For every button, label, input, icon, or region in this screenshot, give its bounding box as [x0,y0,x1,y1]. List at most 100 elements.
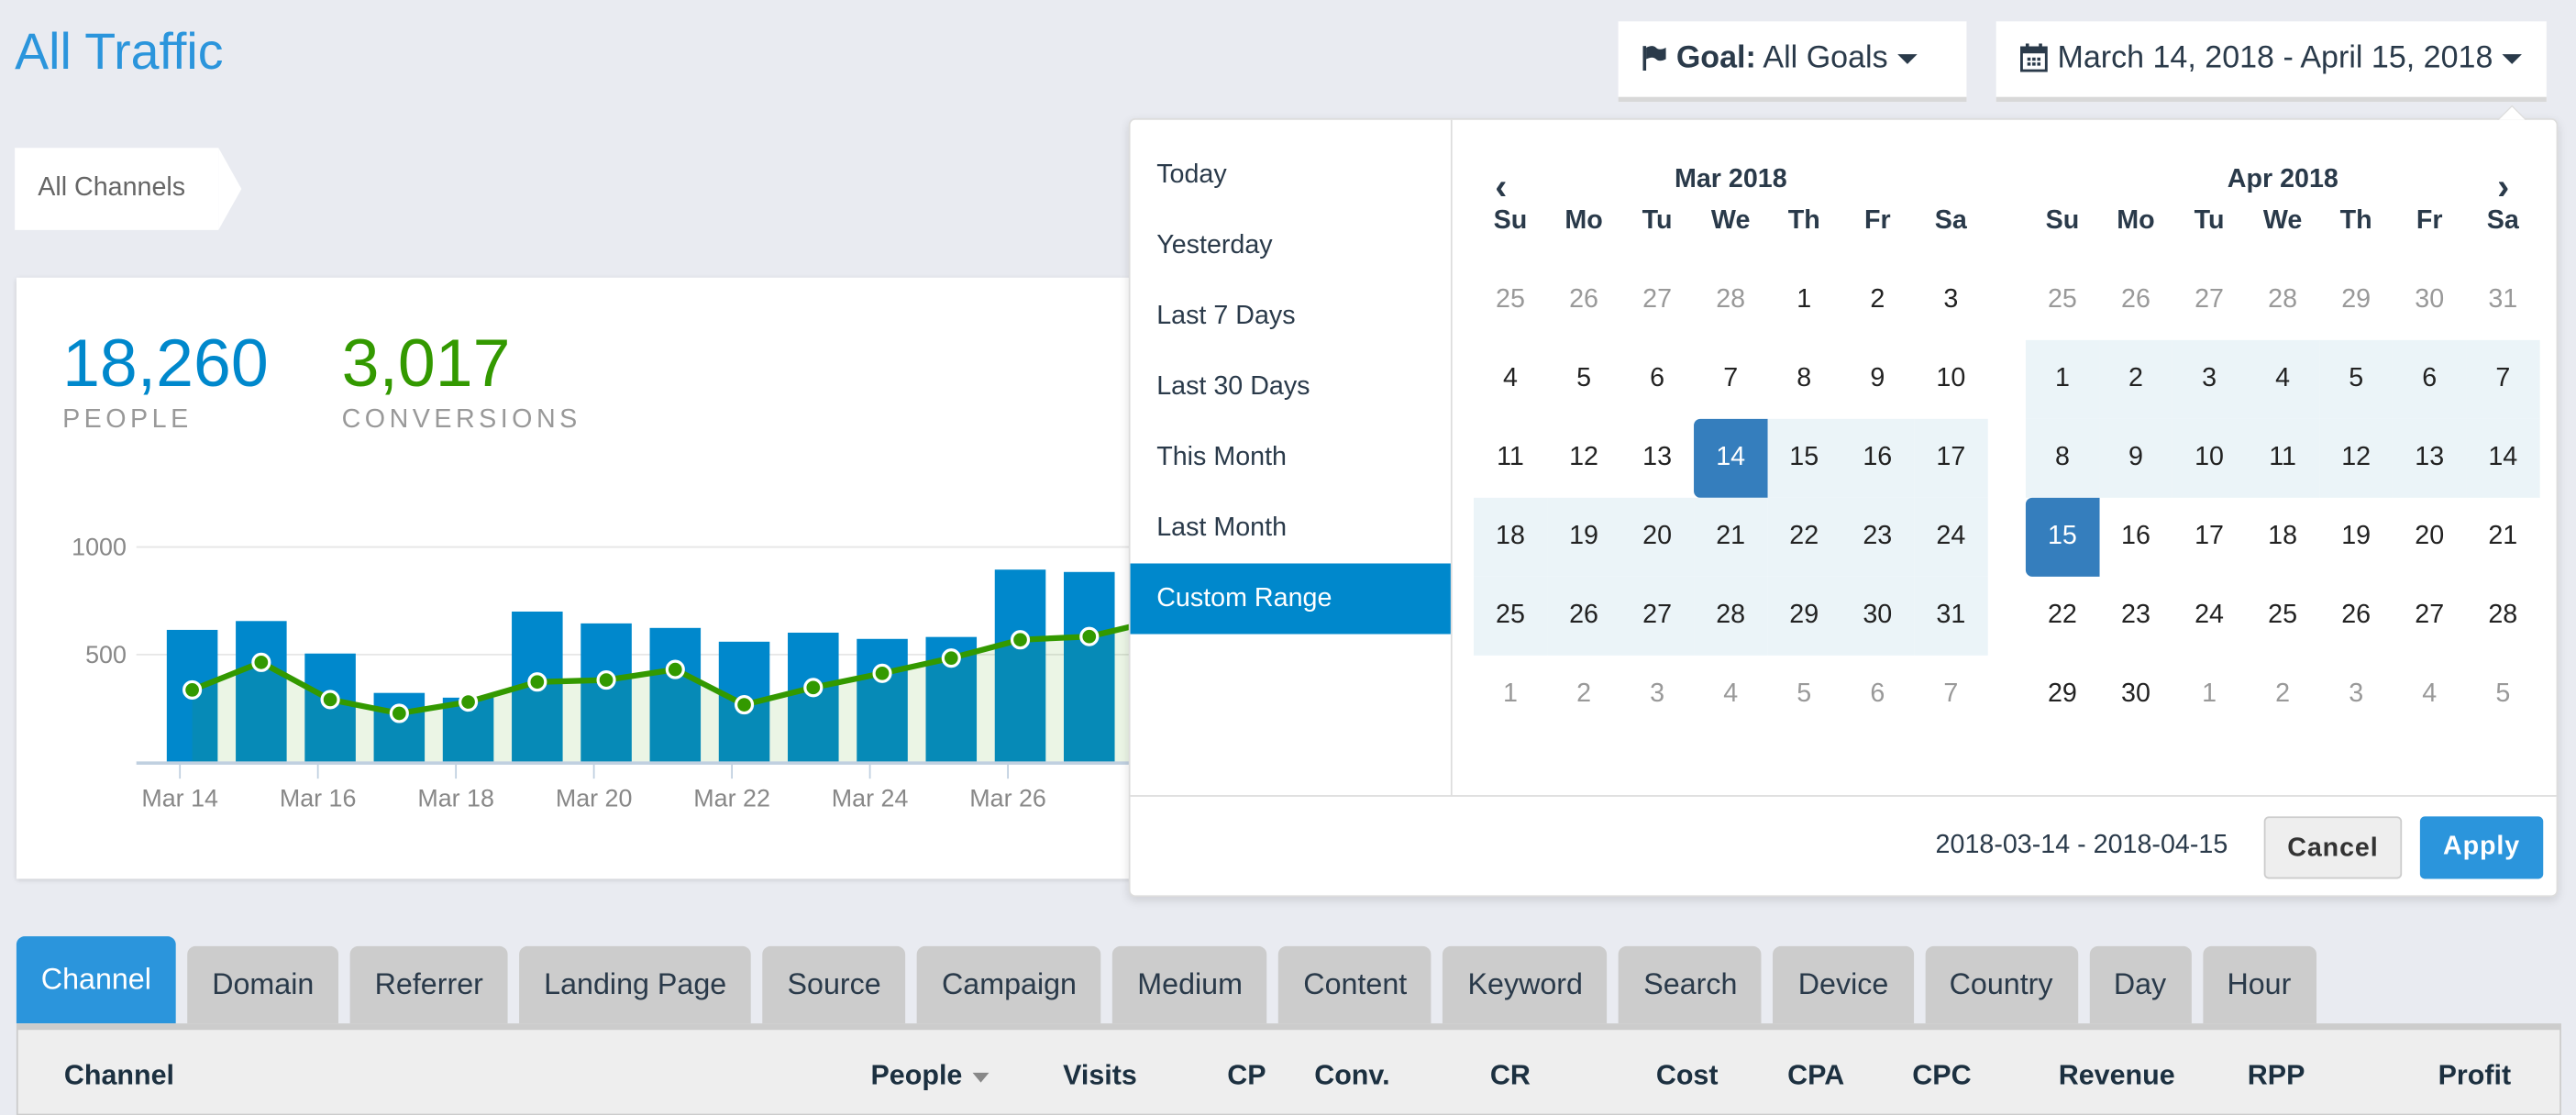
calendar-day[interactable]: 19 [2341,522,2371,551]
calendar-day[interactable]: 31 [1914,576,1988,656]
calendar-day[interactable]: 29 [2047,679,2077,709]
calendar-day[interactable]: 28 [1716,285,1746,315]
calendar-day[interactable]: 28 [2268,285,2298,315]
range-this-month[interactable]: This Month [1156,443,1287,472]
calendar-day[interactable]: 20 [1620,497,1695,577]
tab-source[interactable]: Source [762,945,906,1024]
goal-selector-button[interactable]: Goal: All Goals [1618,21,1967,103]
calendar-day[interactable]: 12 [2319,418,2394,498]
calendar-day[interactable]: 1 [2202,679,2217,709]
calendar-day[interactable]: 26 [1569,285,1598,315]
calendar-day[interactable]: 9 [2098,418,2173,498]
calendar-day[interactable]: 27 [2415,601,2445,630]
calendar-day[interactable]: 12 [1569,443,1598,472]
calendar-day[interactable]: 4 [1503,364,1518,393]
calendar-day[interactable]: 17 [1914,418,1988,498]
calendar-day[interactable]: 28 [2488,601,2518,630]
tab-country[interactable]: Country [1924,945,2078,1024]
tab-device[interactable]: Device [1773,945,1914,1024]
calendar-day[interactable]: 1 [1797,285,1812,315]
calendar-day[interactable]: 25 [2268,601,2298,630]
calendar-day[interactable]: 26 [2341,601,2371,630]
calendar-day[interactable]: 3 [2172,339,2247,419]
tab-hour[interactable]: Hour [2202,945,2316,1024]
tab-landing-page[interactable]: Landing Page [519,945,752,1024]
calendar-day[interactable]: 30 [2415,285,2445,315]
calendar-day[interactable]: 11 [2246,418,2320,498]
column-header-cpc[interactable]: CPC [1912,1060,1971,1093]
calendar-day[interactable]: 2 [2275,679,2291,709]
calendar-day[interactable]: 23 [1841,497,1915,577]
tab-search[interactable]: Search [1619,945,1763,1024]
calendar-day[interactable]: 22 [1767,497,1841,577]
tab-keyword[interactable]: Keyword [1443,945,1608,1024]
range-last-7-days[interactable]: Last 7 Days [1156,302,1296,331]
calendar-day[interactable]: 25 [1473,576,1548,656]
range-last-30-days[interactable]: Last 30 Days [1156,372,1310,402]
range-today[interactable]: Today [1156,160,1227,190]
calendar-day[interactable]: 4 [2246,339,2320,419]
calendar-day[interactable]: 23 [2121,601,2150,630]
calendar-day[interactable]: 30 [2121,679,2150,709]
calendar-day[interactable]: 27 [1642,285,1673,315]
column-header-revenue[interactable]: Revenue [2059,1060,2175,1093]
calendar-day[interactable]: 21 [1694,497,1768,577]
calendar-day[interactable]: 25 [2047,285,2077,315]
range-custom-range[interactable]: Custom Range [1130,563,1451,635]
calendar-day[interactable]: 1 [2025,339,2099,419]
calendar-day[interactable]: 15 [1767,418,1841,498]
tab-campaign[interactable]: Campaign [917,945,1101,1024]
calendar-day[interactable]: 20 [2415,522,2445,551]
calendar-day[interactable]: 2 [2098,339,2173,419]
calendar-day[interactable]: 5 [1797,679,1812,709]
calendar-day[interactable]: 10 [1936,364,1966,393]
tab-domain[interactable]: Domain [187,945,339,1024]
calendar-day[interactable]: 6 [2393,339,2467,419]
calendar-day[interactable]: 2 [1576,679,1592,709]
tab-day[interactable]: Day [2088,945,2192,1024]
calendar-day[interactable]: 28 [1694,576,1768,656]
calendar-day[interactable]: 5 [1576,364,1592,393]
column-header-profit[interactable]: Profit [2438,1060,2512,1093]
range-yesterday[interactable]: Yesterday [1156,231,1273,260]
calendar-day[interactable]: 16 [2121,522,2150,551]
calendar-day[interactable]: 14 [2466,418,2540,498]
calendar-day[interactable]: 22 [2047,601,2077,630]
calendar-day[interactable]: 26 [2121,285,2150,315]
column-header-visits[interactable]: Visits [1063,1060,1137,1093]
calendar-day[interactable]: 24 [1914,497,1988,577]
column-header-cost[interactable]: Cost [1656,1060,1719,1093]
calendar-day[interactable]: 16 [1841,418,1915,498]
column-header-cpa[interactable]: CPA [1787,1060,1844,1093]
calendar-day[interactable]: 26 [1547,576,1621,656]
calendar-day[interactable]: 19 [1547,497,1621,577]
calendar-day[interactable]: 7 [1723,364,1739,393]
calendar-day[interactable]: 30 [1841,576,1915,656]
date-range-button[interactable]: March 14, 2018 - April 15, 2018 [1996,21,2547,103]
calendar-day[interactable]: 2 [1870,285,1885,315]
next-month-chevron-right-icon[interactable]: › [2497,165,2510,207]
column-header-conv[interactable]: Conv. [1314,1060,1389,1093]
calendar-day[interactable]: 29 [2341,285,2371,315]
calendar-day[interactable]: 14 [1694,418,1768,498]
breadcrumb-all-channels[interactable]: All Channels [15,148,242,230]
column-header-channel[interactable]: Channel [64,1060,174,1093]
calendar-day[interactable]: 13 [1642,443,1673,472]
tab-channel[interactable]: Channel [16,936,176,1024]
calendar-day[interactable]: 21 [2488,522,2518,551]
calendar-day[interactable]: 3 [2349,679,2364,709]
cancel-button[interactable]: Cancel [2263,816,2403,879]
calendar-day[interactable]: 6 [1650,364,1665,393]
column-header-cp[interactable]: CP [1227,1060,1266,1093]
calendar-day[interactable]: 4 [2422,679,2438,709]
calendar-day[interactable]: 8 [2025,418,2099,498]
calendar-day[interactable]: 31 [2488,285,2518,315]
calendar-day[interactable]: 8 [1797,364,1812,393]
prev-month-chevron-left-icon[interactable]: ‹ [1495,165,1508,207]
calendar-day[interactable]: 27 [2195,285,2224,315]
calendar-day[interactable]: 5 [2495,679,2511,709]
calendar-day[interactable]: 3 [1650,679,1665,709]
calendar-day[interactable]: 1 [1503,679,1518,709]
column-header-people[interactable]: People [870,1060,989,1093]
calendar-day[interactable]: 18 [2268,522,2298,551]
